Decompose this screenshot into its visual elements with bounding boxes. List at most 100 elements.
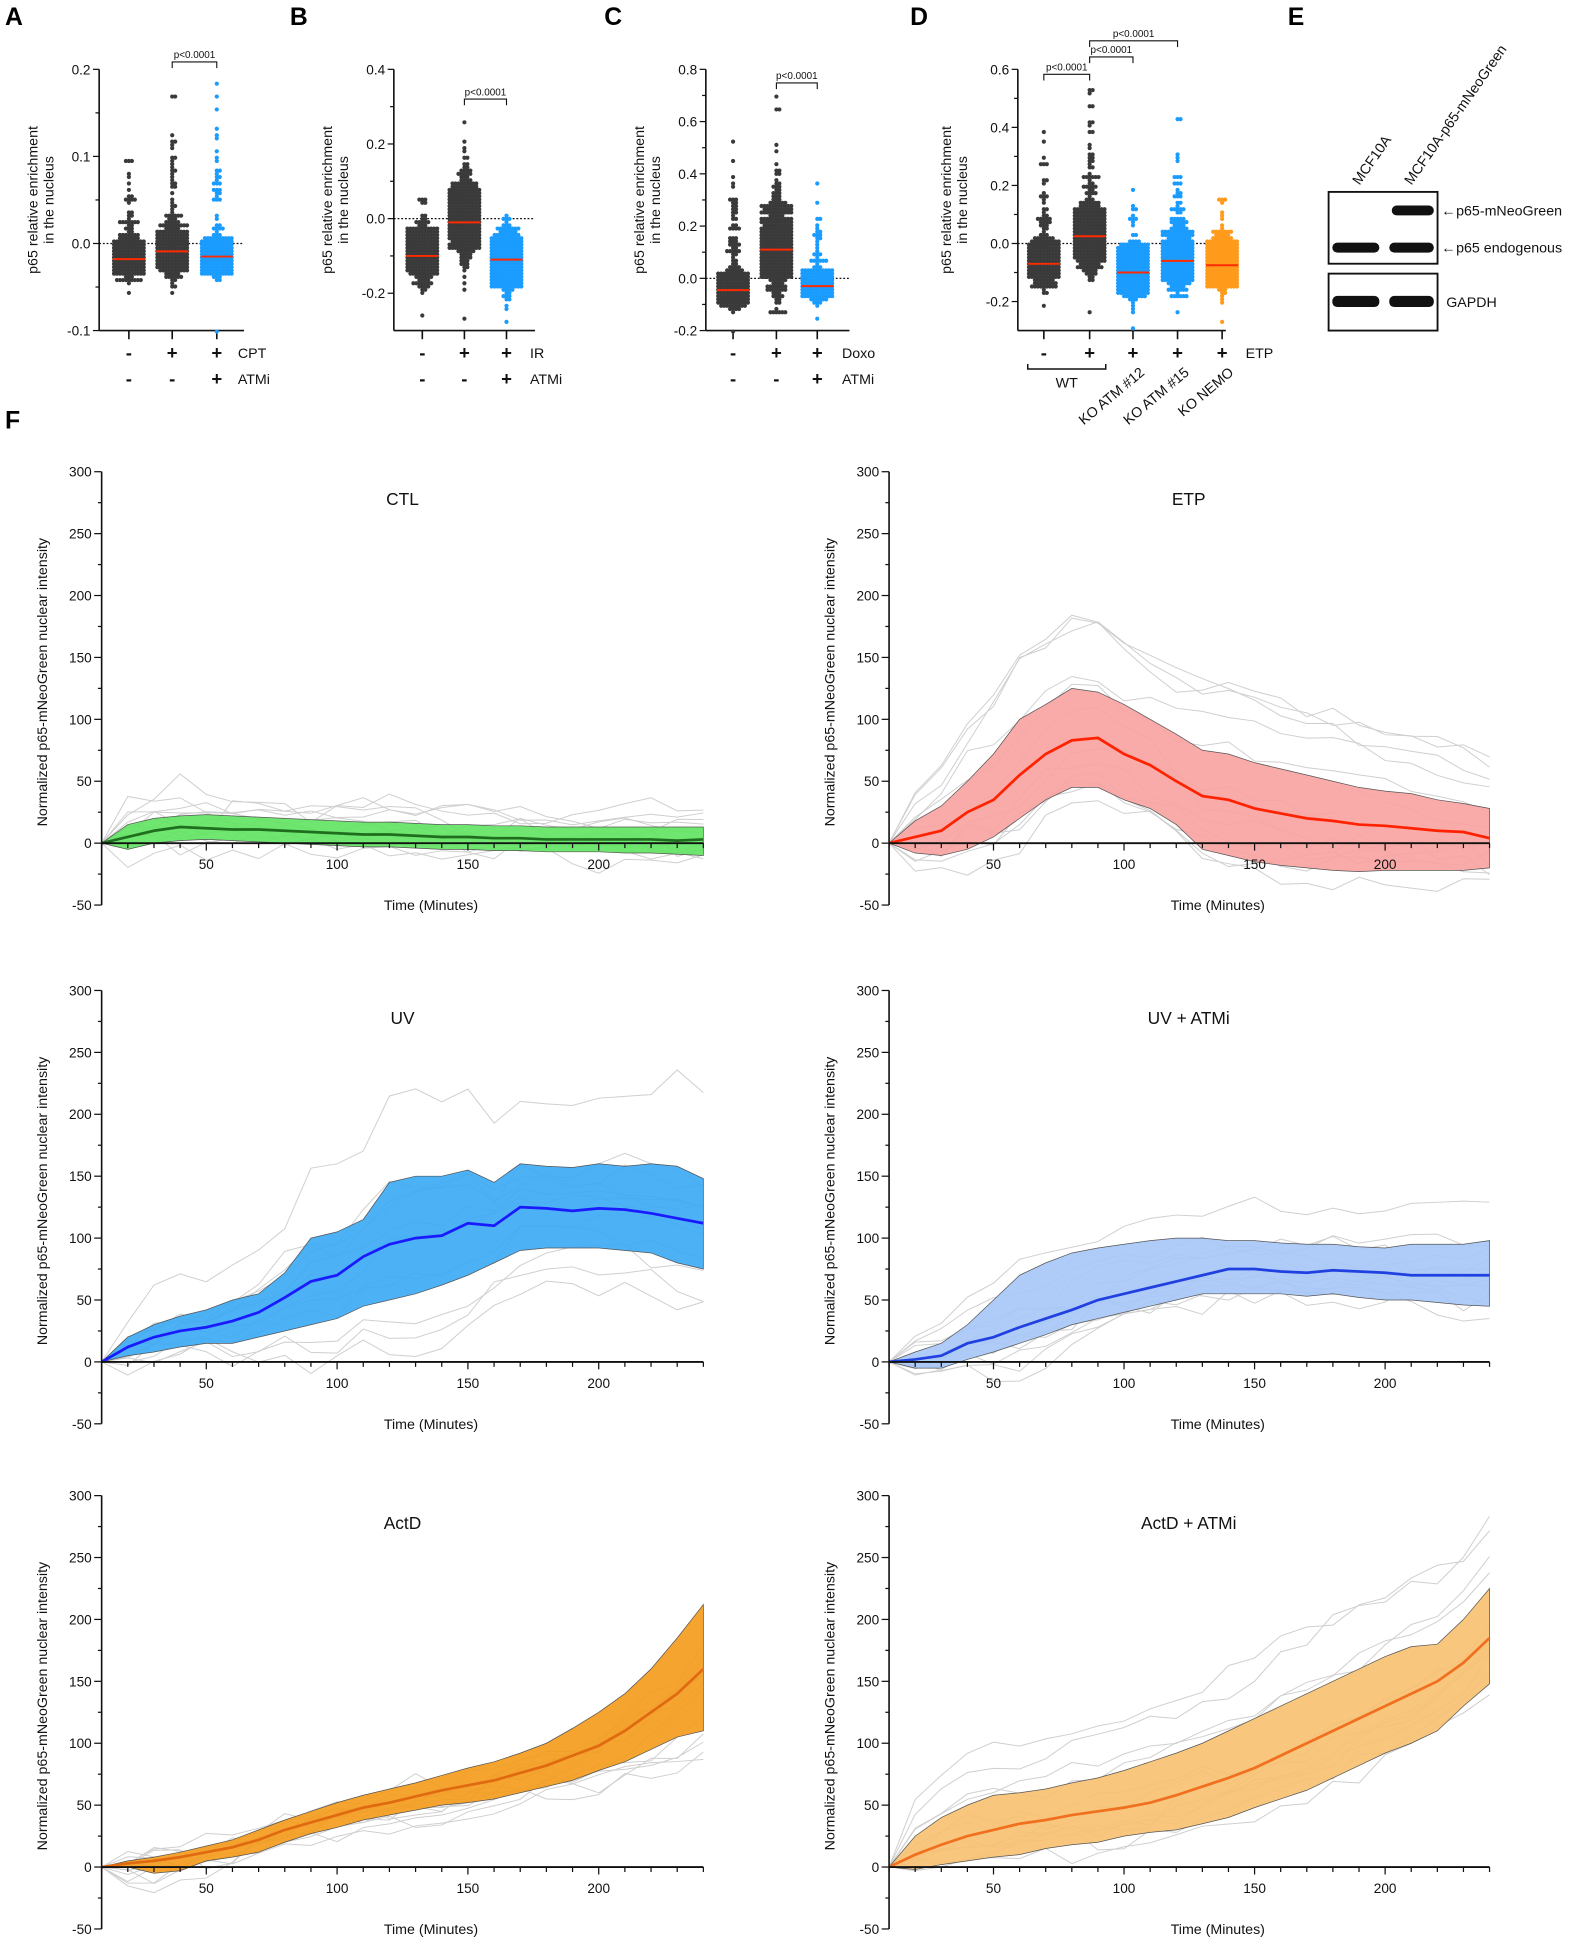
data-point: [498, 255, 503, 260]
data-point: [1172, 232, 1177, 238]
data-point: [465, 223, 470, 228]
data-point: [129, 220, 134, 225]
data-point: [208, 245, 213, 250]
data-point: [771, 207, 776, 212]
data-point: [1130, 207, 1136, 212]
data-point: [1044, 271, 1049, 276]
data-point: [771, 277, 776, 283]
data-point: [1181, 223, 1186, 228]
data-point: [170, 242, 175, 247]
data-point: [117, 265, 123, 270]
data-point: [111, 239, 117, 244]
data-point: [468, 203, 473, 209]
data-point: [477, 213, 482, 218]
data-point: [1050, 245, 1055, 250]
data-point: [768, 274, 773, 279]
data-point: [129, 274, 134, 279]
data-point: [789, 226, 794, 231]
data-point: [1187, 248, 1192, 254]
data-point: [432, 271, 437, 276]
data-point: [181, 265, 187, 270]
data-point: [1047, 268, 1052, 273]
data-point: [426, 245, 431, 250]
data-point: [1044, 284, 1049, 289]
data-point: [208, 268, 213, 273]
data-point: [507, 274, 512, 279]
data-point: [492, 281, 497, 286]
data-point: [1090, 239, 1095, 244]
data-point: [1172, 226, 1177, 231]
data-point: [777, 258, 782, 263]
data-point: [1231, 252, 1237, 257]
data-point: [1172, 265, 1177, 270]
data-point: [423, 271, 428, 276]
data-point: [1093, 226, 1098, 231]
data-point: [432, 226, 437, 231]
arrow-icon: ←: [1441, 203, 1455, 219]
data-point: [1087, 123, 1092, 128]
data-point: [1133, 207, 1139, 212]
data-point: [513, 274, 518, 279]
data-point: [783, 220, 788, 225]
data-point: [1035, 245, 1040, 250]
data-point: [1093, 271, 1098, 276]
data-point: [1184, 248, 1189, 254]
data-point: [1133, 239, 1139, 244]
data-point: [762, 210, 767, 215]
data-point: [504, 268, 509, 273]
data-point: [120, 252, 126, 257]
data-point: [1035, 271, 1040, 276]
individual-trace: [888, 1516, 1490, 1868]
data-point: [477, 191, 482, 196]
data-point: [492, 271, 497, 276]
data-point: [1116, 268, 1121, 273]
x-tick-label: 200: [587, 1881, 610, 1896]
data-point: [1220, 252, 1225, 257]
data-point: [1172, 255, 1177, 260]
data-point: [459, 191, 464, 196]
data-point: [1035, 239, 1040, 244]
data-point: [786, 271, 791, 276]
data-point: [730, 255, 736, 260]
data-point: [745, 271, 751, 276]
data-point: [1096, 203, 1101, 209]
data-point: [435, 239, 440, 244]
data-point: [1099, 229, 1104, 234]
data-point: [739, 277, 745, 283]
data-point: [1090, 155, 1095, 160]
data-point: [126, 281, 131, 286]
data-point: [1041, 197, 1046, 202]
data-point: [1081, 245, 1086, 250]
data-point: [1116, 281, 1121, 286]
data-point: [722, 271, 727, 276]
data-point: [774, 184, 779, 189]
y-tick-label: 0.1: [72, 149, 91, 164]
data-point: [1178, 226, 1183, 231]
data-point: [450, 194, 455, 199]
data-point: [1190, 242, 1195, 247]
data-point: [1187, 232, 1192, 238]
data-point: [730, 265, 736, 270]
y-tick-label: 200: [856, 1107, 879, 1122]
data-point: [1087, 158, 1092, 164]
data-point: [1169, 226, 1174, 231]
data-point: [1228, 242, 1234, 247]
data-point: [453, 181, 458, 186]
y-tick-label: 200: [856, 588, 879, 603]
data-point: [774, 261, 779, 267]
data-point: [1090, 271, 1095, 276]
data-point: [170, 133, 175, 138]
data-point: [1172, 271, 1177, 276]
data-point: [504, 319, 509, 325]
data-point: [468, 200, 473, 205]
data-point: [205, 268, 210, 273]
data-point: [1178, 261, 1183, 267]
data-point: [1087, 152, 1092, 157]
data-point: [456, 191, 461, 196]
data-point: [459, 248, 464, 254]
data-point: [1090, 158, 1095, 164]
data-point: [777, 252, 782, 257]
data-point: [519, 239, 524, 244]
